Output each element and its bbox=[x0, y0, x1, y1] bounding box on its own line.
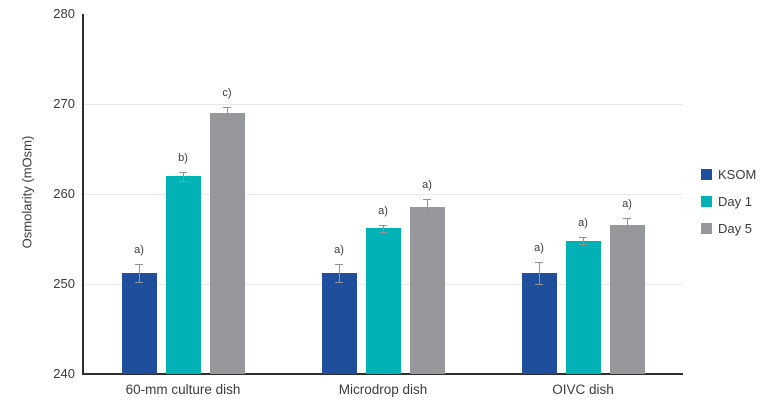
error-bar-cap-bottom bbox=[623, 230, 631, 232]
legend-item-ksom: KSOM bbox=[701, 166, 756, 183]
significance-label: a) bbox=[378, 204, 388, 217]
error-bar-line bbox=[226, 106, 228, 120]
x-axis-line bbox=[82, 373, 683, 375]
error-bar-cap-bottom bbox=[179, 180, 187, 182]
bar-day1-group1 bbox=[165, 176, 201, 374]
error-bar-cap-bottom bbox=[579, 244, 587, 246]
legend-label: KSOM bbox=[718, 167, 757, 182]
y-tick-label-250: 250 bbox=[53, 276, 75, 291]
error-bar-cap-top bbox=[423, 199, 431, 201]
error-bar-cap-top bbox=[179, 171, 187, 173]
y-axis-line bbox=[82, 14, 84, 374]
error-bar-line bbox=[626, 218, 628, 231]
bar-day5-group3 bbox=[609, 224, 645, 374]
significance-label: a) bbox=[578, 217, 588, 230]
error-bar-line bbox=[382, 224, 384, 232]
error-bar-cap-top bbox=[535, 262, 543, 264]
legend-swatch-icon bbox=[701, 169, 712, 180]
error-bar-line bbox=[338, 264, 340, 283]
bar-ksom-group3 bbox=[521, 273, 557, 374]
bar-ksom-group2 bbox=[321, 273, 357, 374]
legend-item-day5: Day 5 bbox=[701, 220, 756, 237]
legend-item-day1: Day 1 bbox=[701, 193, 756, 210]
y-tick-label-260: 260 bbox=[53, 186, 75, 201]
x-category-label: Microdrop dish bbox=[338, 382, 428, 397]
error-bar-cap-bottom bbox=[535, 284, 543, 285]
y-tick-label-280: 280 bbox=[53, 6, 75, 21]
significance-label: a) bbox=[622, 198, 632, 211]
y-tick-label-270: 270 bbox=[53, 96, 75, 111]
error-bar-cap-top bbox=[579, 237, 587, 239]
error-bar-cap-bottom bbox=[423, 213, 431, 215]
error-bar-cap-bottom bbox=[223, 119, 231, 121]
bar-day1-group2 bbox=[365, 228, 401, 374]
significance-label: c) bbox=[222, 86, 232, 99]
gridline-260 bbox=[83, 193, 683, 195]
legend-label: Day 1 bbox=[718, 194, 752, 209]
error-bar-line bbox=[138, 264, 140, 283]
bar-day1-group3 bbox=[565, 240, 601, 374]
error-bar-cap-top bbox=[623, 218, 631, 220]
legend-swatch-icon bbox=[701, 196, 712, 207]
error-bar-cap-bottom bbox=[135, 282, 143, 284]
error-bar-cap-top bbox=[335, 264, 343, 266]
gridline-270 bbox=[83, 103, 683, 105]
significance-label: b) bbox=[178, 151, 188, 164]
significance-label: a) bbox=[422, 179, 432, 192]
error-bar-cap-top bbox=[379, 224, 387, 226]
error-bar-line bbox=[182, 171, 184, 181]
y-tick-label-240: 240 bbox=[53, 366, 75, 381]
significance-label: a) bbox=[534, 242, 544, 255]
bar-day5-group2 bbox=[409, 206, 445, 374]
x-category-label: 60-mm culture dish bbox=[125, 382, 241, 397]
error-bar-cap-bottom bbox=[335, 282, 343, 284]
x-category-label: OIVC dish bbox=[552, 382, 614, 397]
error-bar-line bbox=[538, 262, 540, 284]
legend-label: Day 5 bbox=[718, 221, 752, 236]
error-bar-line bbox=[426, 199, 428, 214]
legend: KSOM Day 1 Day 5 bbox=[701, 166, 756, 247]
bar-ksom-group1 bbox=[121, 273, 157, 374]
significance-label: a) bbox=[134, 244, 144, 257]
significance-label: a) bbox=[334, 244, 344, 257]
error-bar-cap-top bbox=[135, 264, 143, 266]
error-bar-cap-bottom bbox=[379, 231, 387, 233]
bar-day5-group1 bbox=[209, 113, 245, 374]
legend-swatch-icon bbox=[701, 223, 712, 234]
error-bar-line bbox=[582, 237, 584, 245]
error-bar-cap-top bbox=[223, 106, 231, 108]
